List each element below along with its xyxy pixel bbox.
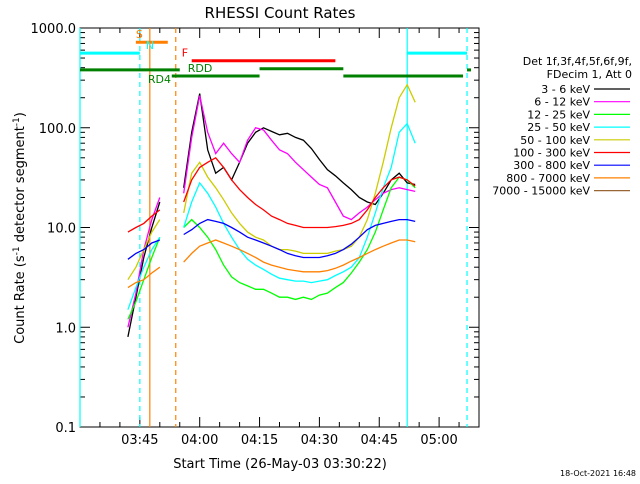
x-tick-label: 03:45 (121, 433, 158, 448)
legend-label: 100 - 300 keV (513, 147, 590, 160)
legend-label: 7000 - 15000 keV (492, 185, 590, 198)
series-lines (127, 83, 416, 338)
x-tick-label: 04:15 (241, 433, 278, 448)
x-tick-label: 04:30 (301, 433, 338, 448)
x-tick-label: 04:00 (181, 433, 218, 448)
series-line (127, 156, 416, 233)
plot-area: 1000.0 100.0 10.0 1.0 0.1 03:45 04:00 04:15 04:… (31, 22, 480, 448)
series-line (127, 122, 416, 310)
series-line (127, 239, 416, 289)
footer-timestamp: 18-Oct-2021 16:48 (560, 469, 636, 478)
state-bar-label: RD4 (148, 73, 171, 86)
state-bar-label: RDD (188, 62, 213, 75)
series-line (127, 93, 416, 338)
legend-label: 800 - 7000 keV (506, 172, 590, 185)
series-line (127, 218, 416, 260)
legend-header-2: FDecim 1, Att 0 (547, 68, 632, 81)
y-tick-label: 1000.0 (31, 22, 77, 37)
legend-label: 25 - 50 keV (527, 121, 590, 134)
x-tick-label: 05:00 (420, 433, 457, 448)
series-line (127, 176, 416, 320)
x-tick-label: 04:45 (361, 433, 398, 448)
y-tick-label: 100.0 (39, 122, 76, 137)
state-bar-label: N (146, 39, 154, 52)
y-tick-label: 0.1 (55, 421, 76, 436)
y-axis: 1000.0 100.0 10.0 1.0 0.1 (31, 22, 479, 436)
chart-title: RHESSI Count Rates (205, 4, 356, 22)
x-axis: 03:45 04:00 04:15 04:30 04:45 05:00 (79, 28, 480, 448)
y-tick-label: 10.0 (47, 222, 76, 237)
legend-label: 3 - 6 keV (541, 83, 590, 96)
legend: Det 1f,3f,4f,5f,6f,9f, FDecim 1, Att 0 3… (492, 55, 632, 198)
x-axis-label: Start Time (26-May-03 03:30:22) (173, 457, 387, 472)
legend-label: 50 - 100 keV (520, 134, 590, 147)
legend-label: 12 - 25 keV (527, 108, 590, 121)
state-bar-label: S (136, 28, 143, 41)
y-tick-label: 1.0 (55, 321, 76, 336)
state-bar-label: F (182, 47, 188, 60)
legend-label: 300 - 800 keV (513, 159, 590, 172)
y-axis-label: Count Rate (s-1 detector segment-1) (12, 112, 28, 344)
legend-header-1: Det 1f,3f,4f,5f,6f,9f, (523, 55, 632, 68)
legend-label: 6 - 12 keV (534, 96, 590, 109)
